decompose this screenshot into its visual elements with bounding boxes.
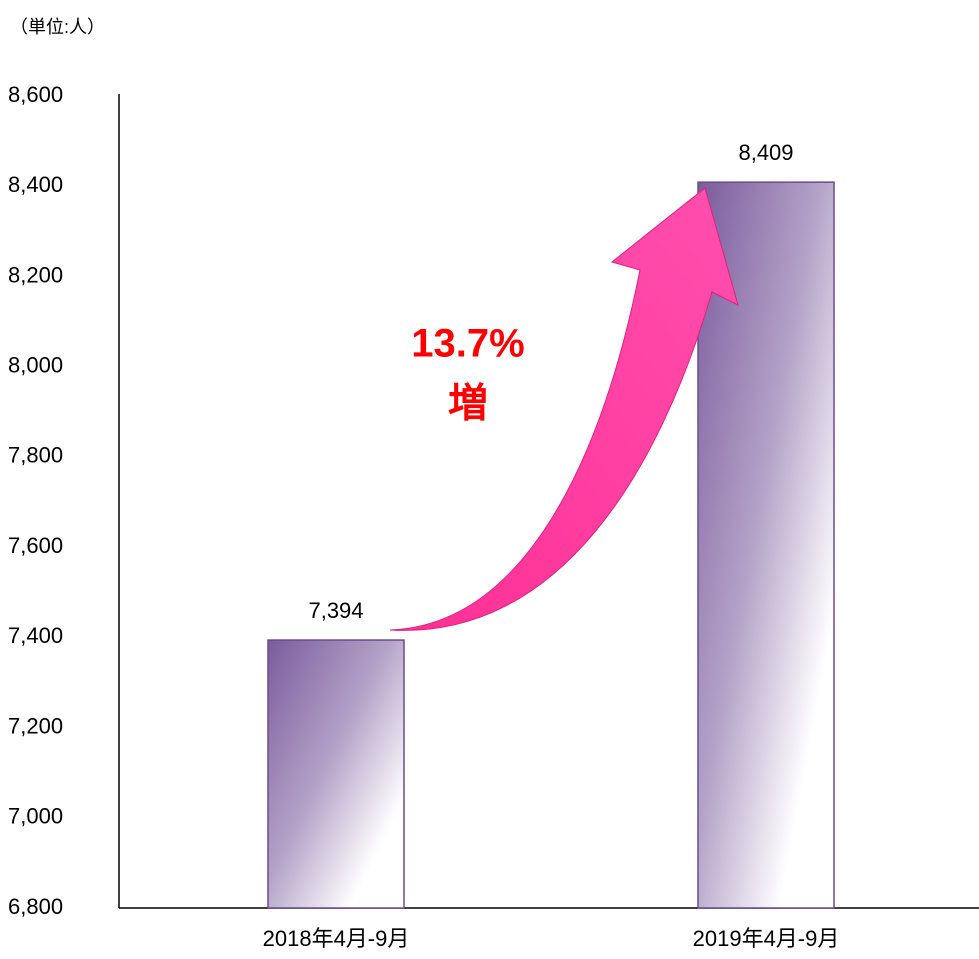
increase-arrow xyxy=(389,187,739,631)
annotation: 増 xyxy=(448,382,488,426)
y-tick-label: 8,400 xyxy=(8,172,63,197)
y-tick-label: 7,600 xyxy=(8,533,63,558)
bar xyxy=(697,181,835,909)
y-tick-label: 7,800 xyxy=(8,443,63,468)
value-label: 8,409 xyxy=(738,140,793,165)
y-tick-label: 8,000 xyxy=(8,352,63,377)
y-tick-label: 7,200 xyxy=(8,713,63,738)
y-tick-label: 8,200 xyxy=(8,262,63,287)
y-tick-label: 6,800 xyxy=(8,894,63,919)
unit-label: （単位:人） xyxy=(10,17,105,37)
y-tick-label: 7,000 xyxy=(8,804,63,829)
x-tick-label: 2018年4月-9月 xyxy=(263,926,410,951)
x-tick-label: 2019年4月-9月 xyxy=(693,926,840,951)
bar xyxy=(267,639,405,909)
value-label: 7,394 xyxy=(308,598,363,623)
y-tick-label: 8,600 xyxy=(8,82,63,107)
y-tick-label: 7,400 xyxy=(8,623,63,648)
annotation: 13.7% xyxy=(411,322,524,366)
bars xyxy=(267,181,835,909)
